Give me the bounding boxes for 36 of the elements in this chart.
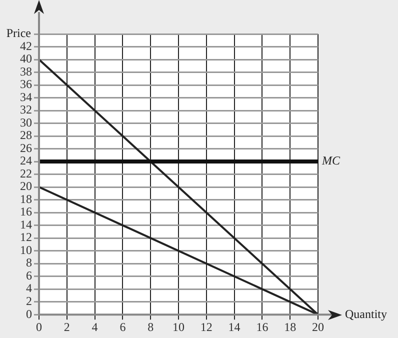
y-tick-label: 38 xyxy=(20,64,32,78)
y-tick-label: 34 xyxy=(20,90,32,104)
y-tick-label: 36 xyxy=(20,77,32,92)
y-tick-label: 40 xyxy=(20,52,32,66)
y-tick-label: 14 xyxy=(20,217,32,232)
x-tick-label: 6 xyxy=(120,320,126,334)
y-tick-label: 10 xyxy=(20,242,32,257)
x-tick-label: 8 xyxy=(148,320,154,334)
x-tick-label: 2 xyxy=(64,320,70,334)
x-tick-label: 0 xyxy=(36,320,42,334)
y-tick-label: 4 xyxy=(26,281,32,296)
ref-line-label: MC xyxy=(321,154,341,168)
y-axis-title: Price xyxy=(6,26,31,40)
y-tick-label: 42 xyxy=(20,38,32,53)
y-tick-label: 24 xyxy=(20,154,32,168)
y-tick-label: 18 xyxy=(20,192,32,206)
x-tick-label: 12 xyxy=(200,320,212,334)
x-tick-label: 20 xyxy=(312,320,324,334)
x-tick-label: 10 xyxy=(172,320,184,334)
x-tick-label: 16 xyxy=(256,320,268,334)
y-tick-label: 20 xyxy=(20,179,32,194)
y-tick-label: 22 xyxy=(20,166,32,180)
x-tick-label: 14 xyxy=(228,320,240,334)
y-tick-label: 30 xyxy=(20,115,32,130)
y-tick-label: 8 xyxy=(26,256,32,270)
x-tick-label: 18 xyxy=(284,320,296,334)
y-tick-label: 28 xyxy=(20,128,32,142)
x-tick-label: 4 xyxy=(92,320,98,334)
y-tick-label: 0 xyxy=(26,306,32,321)
y-tick-label: 2 xyxy=(26,294,32,308)
y-tick-label: 12 xyxy=(20,230,32,244)
y-tick-label: 32 xyxy=(20,102,32,117)
x-axis-title: Quantity xyxy=(345,306,387,321)
y-tick-label: 6 xyxy=(26,268,32,282)
y-tick-label: 26 xyxy=(20,140,32,155)
y-tick-label: 16 xyxy=(20,204,32,219)
